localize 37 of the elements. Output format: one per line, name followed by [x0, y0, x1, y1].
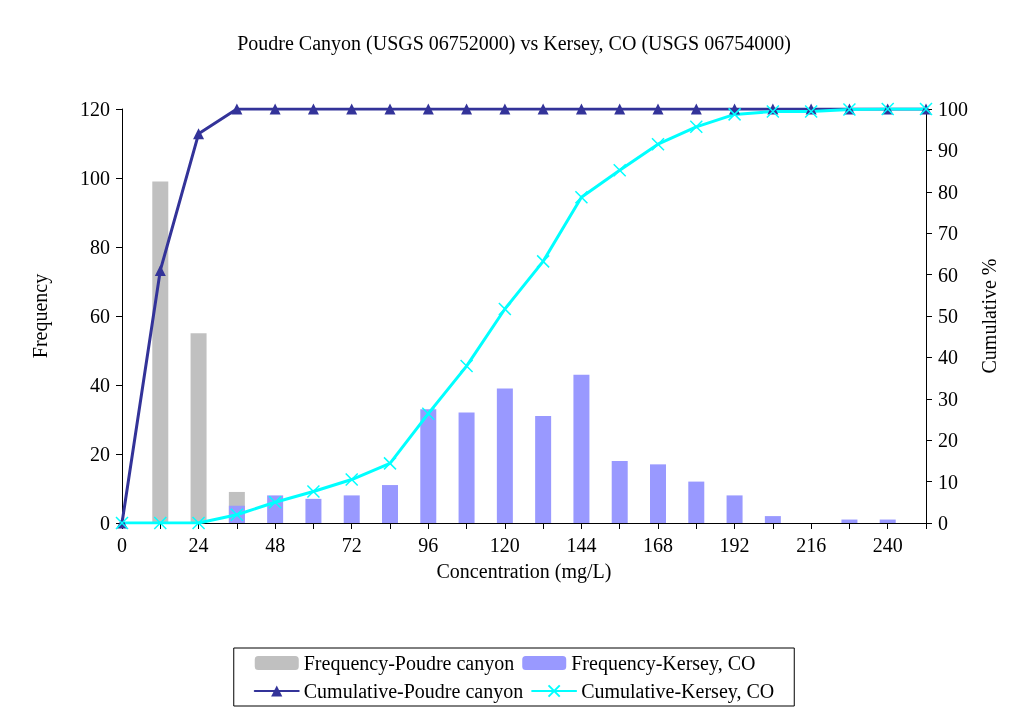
y-tick-label: 0 — [100, 512, 110, 534]
x-tick-label: 48 — [265, 534, 286, 556]
x-axis-title: Concentration (mg/L) — [436, 560, 612, 583]
legend-label: Cumulative-Poudre canyon — [303, 680, 524, 703]
chart-title: Poudre Canyon (USGS 06752000) vs Kersey, CO (USGS 06754000) — [237, 32, 791, 55]
y2-tick-label: 100 — [938, 98, 968, 120]
x-tick-label: 240 — [872, 534, 903, 556]
x-tick-label: 72 — [341, 534, 362, 556]
y-tick-label: 80 — [90, 236, 110, 258]
y2-tick-label: 20 — [938, 429, 958, 452]
y2-tick-label: 90 — [938, 139, 958, 162]
x-tick-label: 24 — [188, 534, 209, 556]
x-tick-label: 96 — [418, 534, 439, 556]
y2-axis-title: Cumulative % — [977, 258, 1000, 374]
x-tick-label: 216 — [796, 534, 827, 556]
y2-tick-label: 40 — [938, 346, 958, 369]
y-tick-label: 40 — [90, 374, 110, 396]
y-tick-label: 20 — [90, 443, 110, 465]
y-tick-label: 120 — [80, 98, 110, 120]
legend-label: Frequency-Poudre canyon — [303, 652, 515, 675]
x-tick-label: 144 — [566, 534, 597, 556]
y2-tick-label: 30 — [938, 387, 958, 410]
x-tick-label: 120 — [489, 534, 520, 556]
y-tick-label: 100 — [80, 167, 110, 189]
x-tick-label: 0 — [117, 534, 127, 556]
y2-tick-label: 60 — [938, 263, 958, 286]
y-tick-label: 60 — [90, 305, 110, 327]
y2-tick-label: 50 — [938, 305, 958, 327]
legend-label: Cumulative-Kersey, CO — [581, 680, 775, 703]
y2-tick-label: 70 — [938, 222, 958, 245]
y2-tick-label: 10 — [938, 470, 958, 493]
y2-tick-label: 0 — [938, 512, 948, 534]
legend-label: Frequency-Kersey, CO — [571, 652, 756, 675]
x-tick-label: 192 — [719, 534, 750, 556]
y-axis-title: Frequency — [29, 273, 52, 359]
x-tick-label: 168 — [643, 534, 673, 556]
y2-tick-label: 80 — [938, 180, 958, 203]
